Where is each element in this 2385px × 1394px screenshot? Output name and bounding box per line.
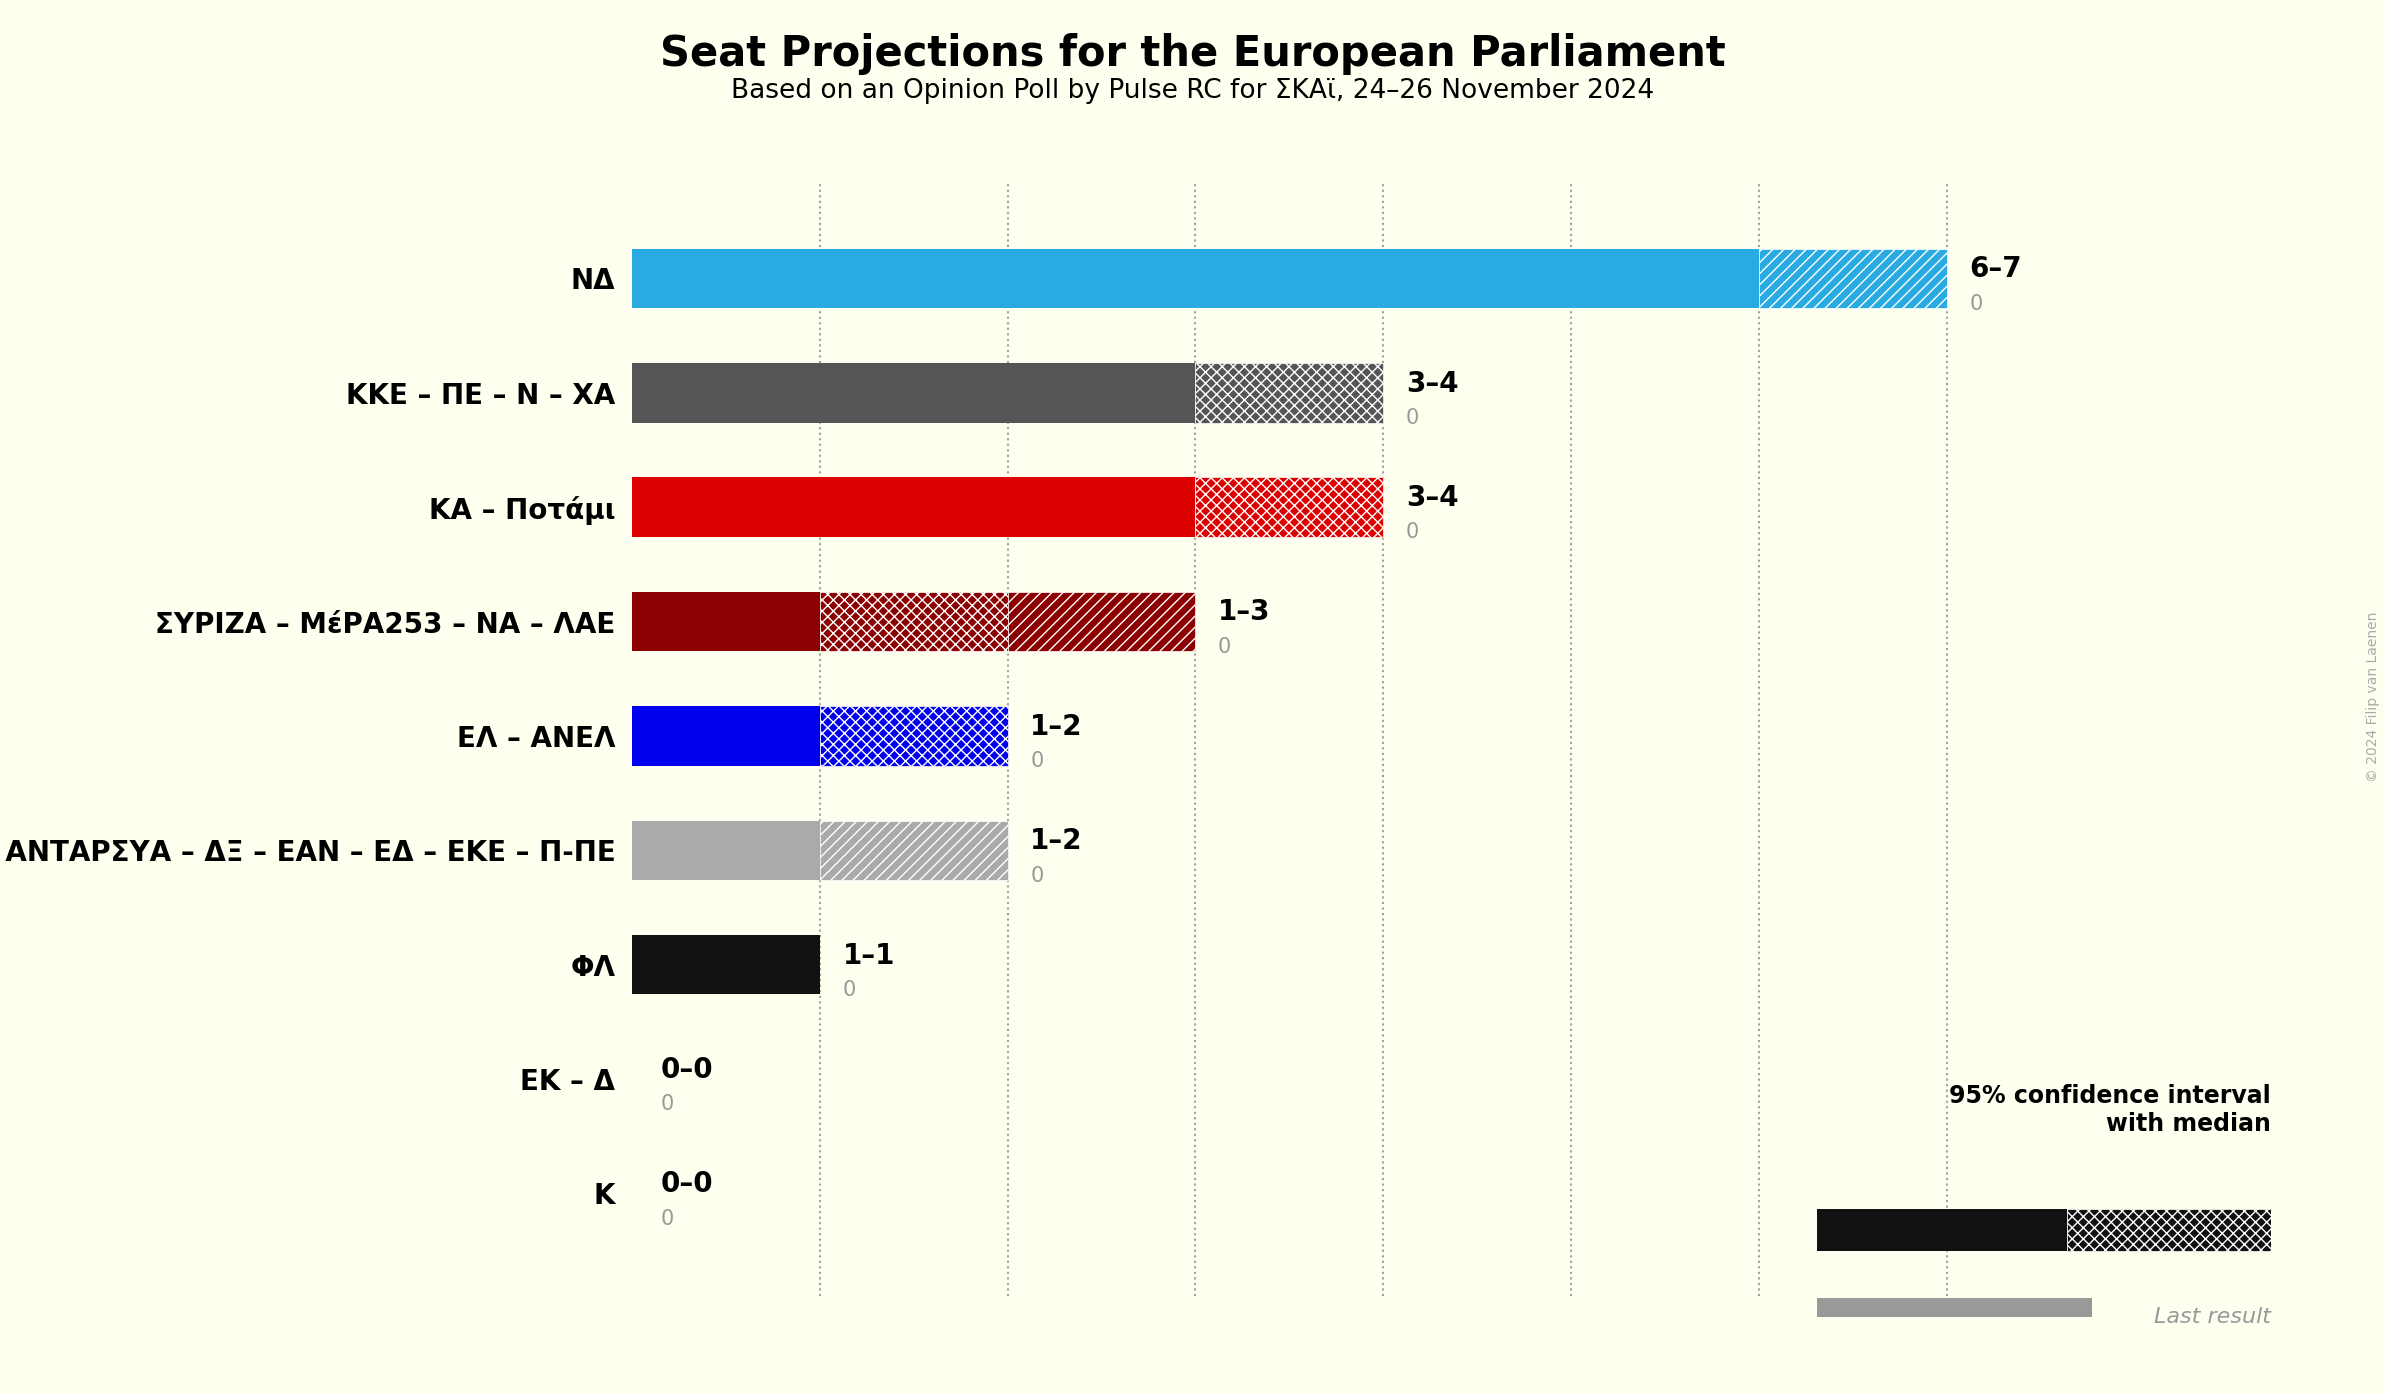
Text: 0: 0	[661, 1094, 673, 1114]
Text: 0–0: 0–0	[661, 1055, 713, 1085]
Bar	[632, 935, 820, 994]
Text: 1–3: 1–3	[1219, 598, 1271, 626]
Text: 1–2: 1–2	[1030, 827, 1083, 855]
Text: 6–7: 6–7	[1970, 255, 2022, 283]
Bar	[1758, 248, 1946, 308]
Bar	[820, 821, 1006, 880]
Bar	[1817, 1209, 2065, 1252]
Text: 3–4: 3–4	[1405, 369, 1460, 397]
Text: 0: 0	[661, 1209, 673, 1228]
Text: 0: 0	[1219, 637, 1231, 657]
Text: 0: 0	[842, 980, 856, 999]
Text: 1–2: 1–2	[1030, 712, 1083, 740]
Text: 0: 0	[1030, 751, 1045, 771]
Bar	[1195, 362, 1383, 422]
Text: Last result: Last result	[2154, 1308, 2271, 1327]
Text: Seat Projections for the European Parliament: Seat Projections for the European Parlia…	[661, 33, 1724, 75]
Bar	[632, 592, 820, 651]
Text: 0: 0	[1405, 408, 1419, 428]
Bar	[1817, 1298, 2092, 1317]
Text: 0: 0	[1030, 866, 1045, 885]
Bar	[632, 478, 1195, 537]
Text: 0: 0	[1970, 294, 1982, 314]
Bar	[2065, 1209, 2271, 1252]
Text: 0–0: 0–0	[661, 1171, 713, 1199]
Bar	[632, 248, 1758, 308]
Bar	[632, 821, 820, 880]
Bar	[820, 707, 1006, 765]
Text: 1–1: 1–1	[842, 941, 894, 970]
Text: Based on an Opinion Poll by Pulse RC for ΣΚΑϊ, 24–26 November 2024: Based on an Opinion Poll by Pulse RC for…	[730, 78, 1655, 105]
Bar	[820, 592, 1006, 651]
Bar	[1006, 592, 1195, 651]
Bar	[632, 707, 820, 765]
Bar	[632, 362, 1195, 422]
Text: 95% confidence interval
with median: 95% confidence interval with median	[1949, 1085, 2271, 1136]
Bar	[1195, 478, 1383, 537]
Text: 0: 0	[1405, 523, 1419, 542]
Text: 3–4: 3–4	[1405, 484, 1460, 512]
Text: © 2024 Filip van Laenen: © 2024 Filip van Laenen	[2366, 612, 2380, 782]
